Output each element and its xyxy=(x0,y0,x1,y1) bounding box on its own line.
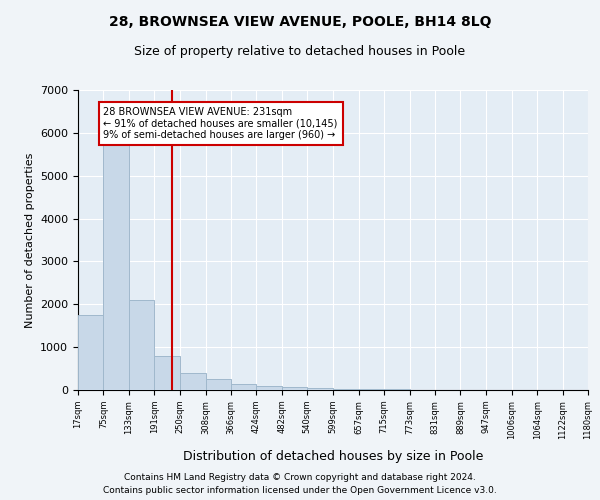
Text: Size of property relative to detached houses in Poole: Size of property relative to detached ho… xyxy=(134,45,466,58)
Y-axis label: Number of detached properties: Number of detached properties xyxy=(25,152,35,328)
Text: 28 BROWNSEA VIEW AVENUE: 231sqm
← 91% of detached houses are smaller (10,145)
9%: 28 BROWNSEA VIEW AVENUE: 231sqm ← 91% of… xyxy=(103,107,338,140)
Bar xyxy=(129,300,154,390)
Bar xyxy=(333,388,359,390)
Text: Contains HM Land Registry data © Crown copyright and database right 2024.: Contains HM Land Registry data © Crown c… xyxy=(124,472,476,482)
Bar xyxy=(282,388,307,390)
Bar xyxy=(78,315,103,390)
Bar xyxy=(231,384,256,390)
Bar xyxy=(154,356,180,390)
Bar xyxy=(206,380,231,390)
Bar xyxy=(307,388,333,390)
Bar xyxy=(359,389,384,390)
Bar xyxy=(180,373,206,390)
X-axis label: Distribution of detached houses by size in Poole: Distribution of detached houses by size … xyxy=(183,450,483,463)
Bar xyxy=(256,386,282,390)
Text: 28, BROWNSEA VIEW AVENUE, POOLE, BH14 8LQ: 28, BROWNSEA VIEW AVENUE, POOLE, BH14 8L… xyxy=(109,15,491,29)
Text: Contains public sector information licensed under the Open Government Licence v3: Contains public sector information licen… xyxy=(103,486,497,495)
Bar xyxy=(103,137,129,390)
